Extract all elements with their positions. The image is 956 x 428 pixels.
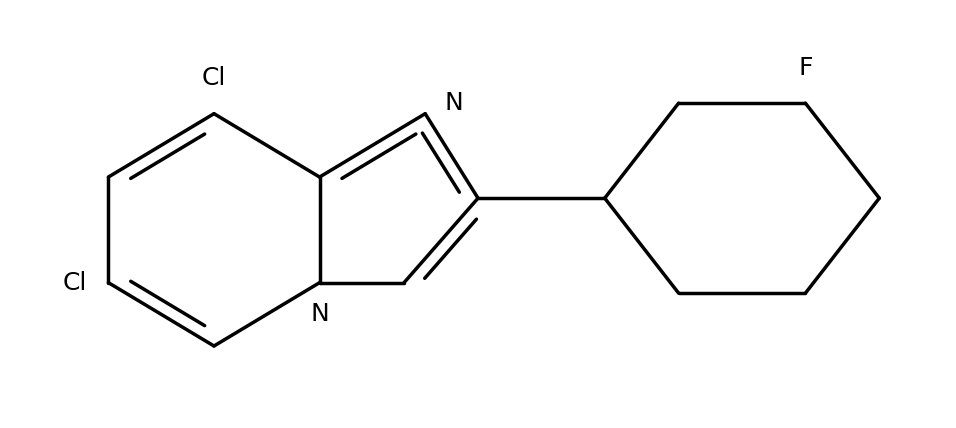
Text: F: F bbox=[798, 56, 813, 80]
Text: Cl: Cl bbox=[63, 270, 87, 294]
Text: Cl: Cl bbox=[202, 66, 227, 90]
Text: N: N bbox=[310, 302, 329, 326]
Text: N: N bbox=[445, 91, 463, 115]
